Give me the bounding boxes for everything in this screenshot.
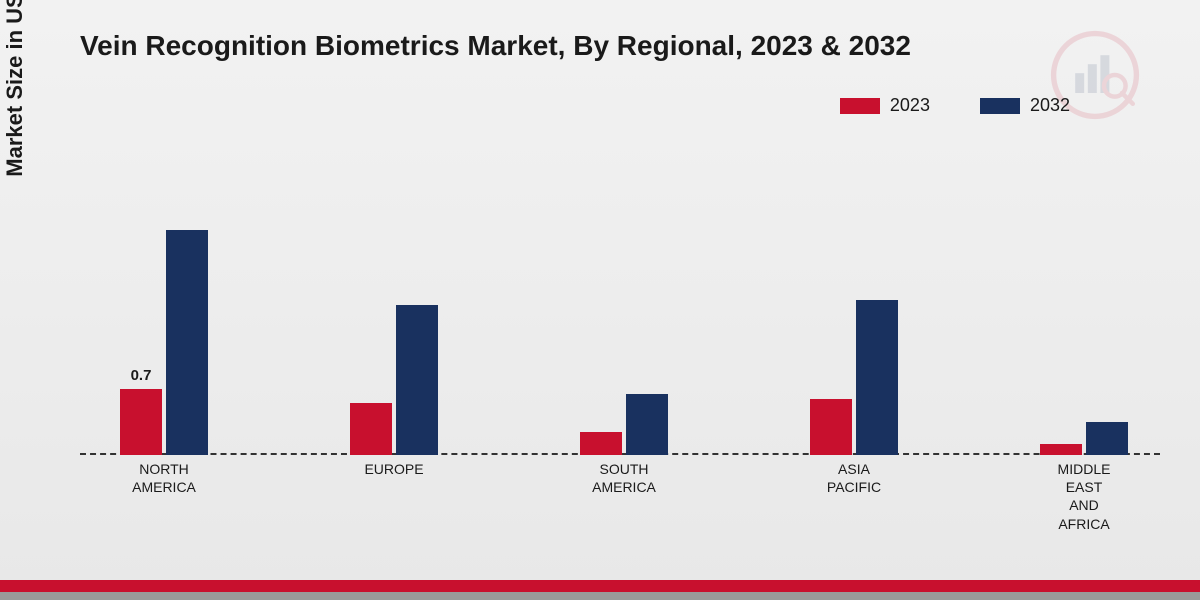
x-axis-label: SOUTHAMERICA: [592, 460, 656, 496]
legend-swatch: [980, 98, 1020, 114]
bar-2023: 0.7: [120, 389, 162, 455]
x-axis-label: MIDDLEEASTANDAFRICA: [1058, 460, 1111, 533]
footer-red-stripe: [0, 580, 1200, 592]
bar-2032: [396, 305, 438, 455]
bar-group: [810, 300, 898, 455]
x-axis-label: NORTHAMERICA: [132, 460, 196, 496]
bar-2032: [1086, 422, 1128, 455]
bar-2023: [580, 432, 622, 455]
bar-2023: [350, 403, 392, 455]
bar-2032: [166, 230, 208, 455]
legend: 2023 2032: [840, 95, 1070, 116]
chart-area: 0.7: [80, 155, 1160, 455]
chart-title: Vein Recognition Biometrics Market, By R…: [80, 30, 911, 62]
legend-swatch: [840, 98, 880, 114]
bar-2032: [626, 394, 668, 455]
bar-value-label: 0.7: [131, 367, 152, 384]
x-axis-labels: NORTHAMERICA EUROPE SOUTHAMERICA ASIAPACIFI…: [80, 460, 1160, 540]
bar-2023: [810, 399, 852, 455]
footer-bar: [0, 580, 1200, 600]
x-axis-label: EUROPE: [364, 460, 423, 478]
bar-group: [580, 394, 668, 455]
y-axis-label: Market Size in USD Billion: [2, 0, 28, 177]
x-axis-label: ASIAPACIFIC: [827, 460, 881, 496]
legend-item-2023: 2023: [840, 95, 930, 116]
legend-label: 2023: [890, 95, 930, 116]
bar-group: [350, 305, 438, 455]
legend-item-2032: 2032: [980, 95, 1070, 116]
legend-label: 2032: [1030, 95, 1070, 116]
bar-group: [1040, 422, 1128, 455]
bar-2032: [856, 300, 898, 455]
footer-grey-stripe: [0, 592, 1200, 600]
bar-2023: [1040, 444, 1082, 455]
bar-group: 0.7: [120, 230, 208, 455]
